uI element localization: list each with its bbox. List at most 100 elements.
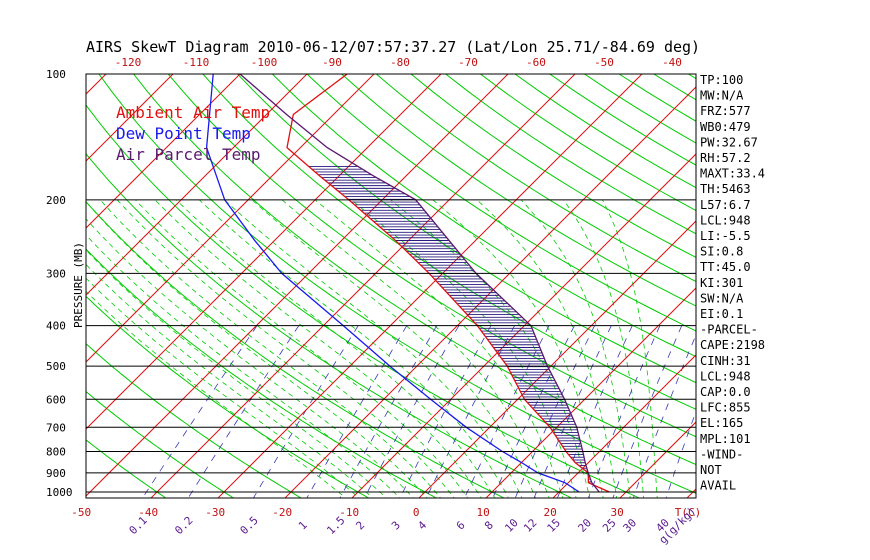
mixing-ratio-line — [665, 410, 696, 498]
moist-adiabat — [86, 218, 415, 498]
isotherm — [86, 74, 241, 229]
mixing-ratio-line — [363, 325, 460, 498]
mixing-ratio-tick: 2 — [353, 519, 367, 533]
index-label: WB0:479 — [700, 120, 751, 134]
dry-adiabat — [98, 74, 696, 494]
moist-adiabat — [251, 199, 537, 498]
temp-tick-bottom: -10 — [339, 506, 359, 519]
isotherm — [86, 74, 308, 296]
index-label: L57:6.7 — [700, 198, 751, 212]
isotherm — [86, 74, 174, 162]
mixing-ratio-line — [252, 325, 359, 498]
moist-adiabat — [390, 199, 591, 498]
mixing-ratio-tick: 6 — [454, 519, 468, 533]
temp-tick-top: -90 — [322, 56, 342, 69]
mixing-ratio-tick: 1 — [296, 519, 310, 533]
temp-tick-top: -110 — [183, 56, 210, 69]
pressure-tick-label: 800 — [46, 445, 66, 458]
moist-adiabat — [602, 199, 658, 498]
pressure-tick-label: 100 — [46, 68, 66, 81]
mixing-ratio-tick: 3 — [389, 519, 403, 533]
moist-adiabat — [86, 249, 387, 498]
mixing-ratio-tick: 15 — [545, 516, 564, 535]
pressure-tick-label: 300 — [46, 267, 66, 280]
pressure-tick-label: 1000 — [46, 486, 73, 499]
mixing-ratio-tick: 30 — [621, 516, 640, 535]
index-label: LFC:855 — [700, 401, 751, 415]
moist-adiabat — [281, 199, 550, 498]
mixing-ratio-line — [399, 325, 492, 498]
index-label: -WIND- — [700, 447, 743, 461]
mixing-ratio-line — [514, 325, 595, 498]
index-label: SI:0.8 — [700, 245, 743, 259]
legend-item: Ambient Air Temp — [116, 103, 270, 122]
dry-adiabat — [480, 74, 696, 212]
index-label: AVAIL — [700, 479, 736, 493]
moist-adiabat — [86, 277, 360, 498]
moist-adiabat — [175, 199, 496, 498]
legend-item: Air Parcel Temp — [116, 145, 261, 164]
legend-item: Dew Point Temp — [116, 124, 251, 143]
plot-frame — [85, 73, 697, 499]
dry-adiabat — [375, 74, 696, 283]
moist-adiabat — [199, 199, 509, 498]
temp-tick-bottom: 20 — [544, 506, 557, 519]
mixing-ratio-line — [187, 325, 300, 498]
index-label: SW:N/A — [700, 291, 744, 305]
y-axis-label: PRESSURE (MB) — [72, 242, 85, 328]
isotherm — [619, 421, 696, 498]
index-label: TP:100 — [700, 73, 743, 87]
temp-tick-top: -70 — [458, 56, 478, 69]
index-label: TT:45.0 — [700, 260, 751, 274]
moist-adiabat — [99, 199, 442, 498]
mixing-ratio-line — [612, 325, 683, 498]
pressure-tick-label: 600 — [46, 393, 66, 406]
dry-adiabat — [237, 74, 696, 384]
temp-tick-top: -40 — [662, 56, 682, 69]
series-line-air-parcel-temp — [239, 74, 600, 493]
moist-adiabat — [86, 201, 428, 498]
series-line-ambient-air-temp — [286, 74, 610, 493]
index-label: LCL:948 — [700, 213, 751, 227]
temp-tick-bottom: 0 — [413, 506, 420, 519]
moist-adiabat — [135, 199, 469, 498]
dry-adiabat — [514, 74, 696, 189]
mixing-ratio-tick: 0.5 — [238, 514, 261, 537]
index-label: EI:0.1 — [700, 307, 743, 321]
dry-adiabat — [306, 74, 696, 332]
index-label: LI:-5.5 — [700, 229, 751, 243]
index-label: KI:301 — [700, 276, 743, 290]
index-label: MW:N/A — [700, 89, 744, 103]
dry-adiabat — [445, 74, 696, 235]
pressure-tick-label: 200 — [46, 194, 66, 207]
index-label: NOT — [700, 463, 722, 477]
mixing-ratio-line — [533, 325, 612, 498]
chart-title: AIRS SkewT Diagram 2010-06-12/07:57:37.2… — [86, 38, 700, 56]
dry-adiabat — [758, 74, 870, 501]
index-label: PW:32.67 — [700, 135, 758, 149]
index-label: MAXT:33.4 — [700, 167, 765, 181]
mixing-ratio-tick: 25 — [600, 516, 619, 535]
isotherm — [0, 74, 39, 501]
isotherm — [552, 354, 696, 498]
isotherm — [485, 287, 696, 498]
moist-adiabat — [350, 199, 577, 498]
mixing-ratio-tick: 12 — [521, 516, 540, 535]
isobars: 100 200 300 400 500 600 700 800 900 1000 — [46, 68, 697, 499]
isotherm — [284, 86, 696, 498]
pressure-tick-label: 500 — [46, 360, 66, 373]
moist-adiabat — [563, 199, 645, 498]
mixing-ratio-line — [464, 325, 550, 498]
moist-adiabat — [520, 199, 631, 498]
index-label: FRZ:577 — [700, 104, 751, 118]
isotherm — [86, 74, 375, 363]
moist-adiabat — [314, 199, 564, 498]
dry-adiabat — [167, 74, 696, 438]
dry-adiabat — [86, 439, 167, 498]
isotherm — [86, 74, 107, 95]
mixing-ratio-line — [587, 325, 661, 498]
temp-tick-bottom: -50 — [71, 506, 91, 519]
index-label: CAP:0.0 — [700, 385, 751, 399]
moist-adiabat — [224, 199, 523, 498]
